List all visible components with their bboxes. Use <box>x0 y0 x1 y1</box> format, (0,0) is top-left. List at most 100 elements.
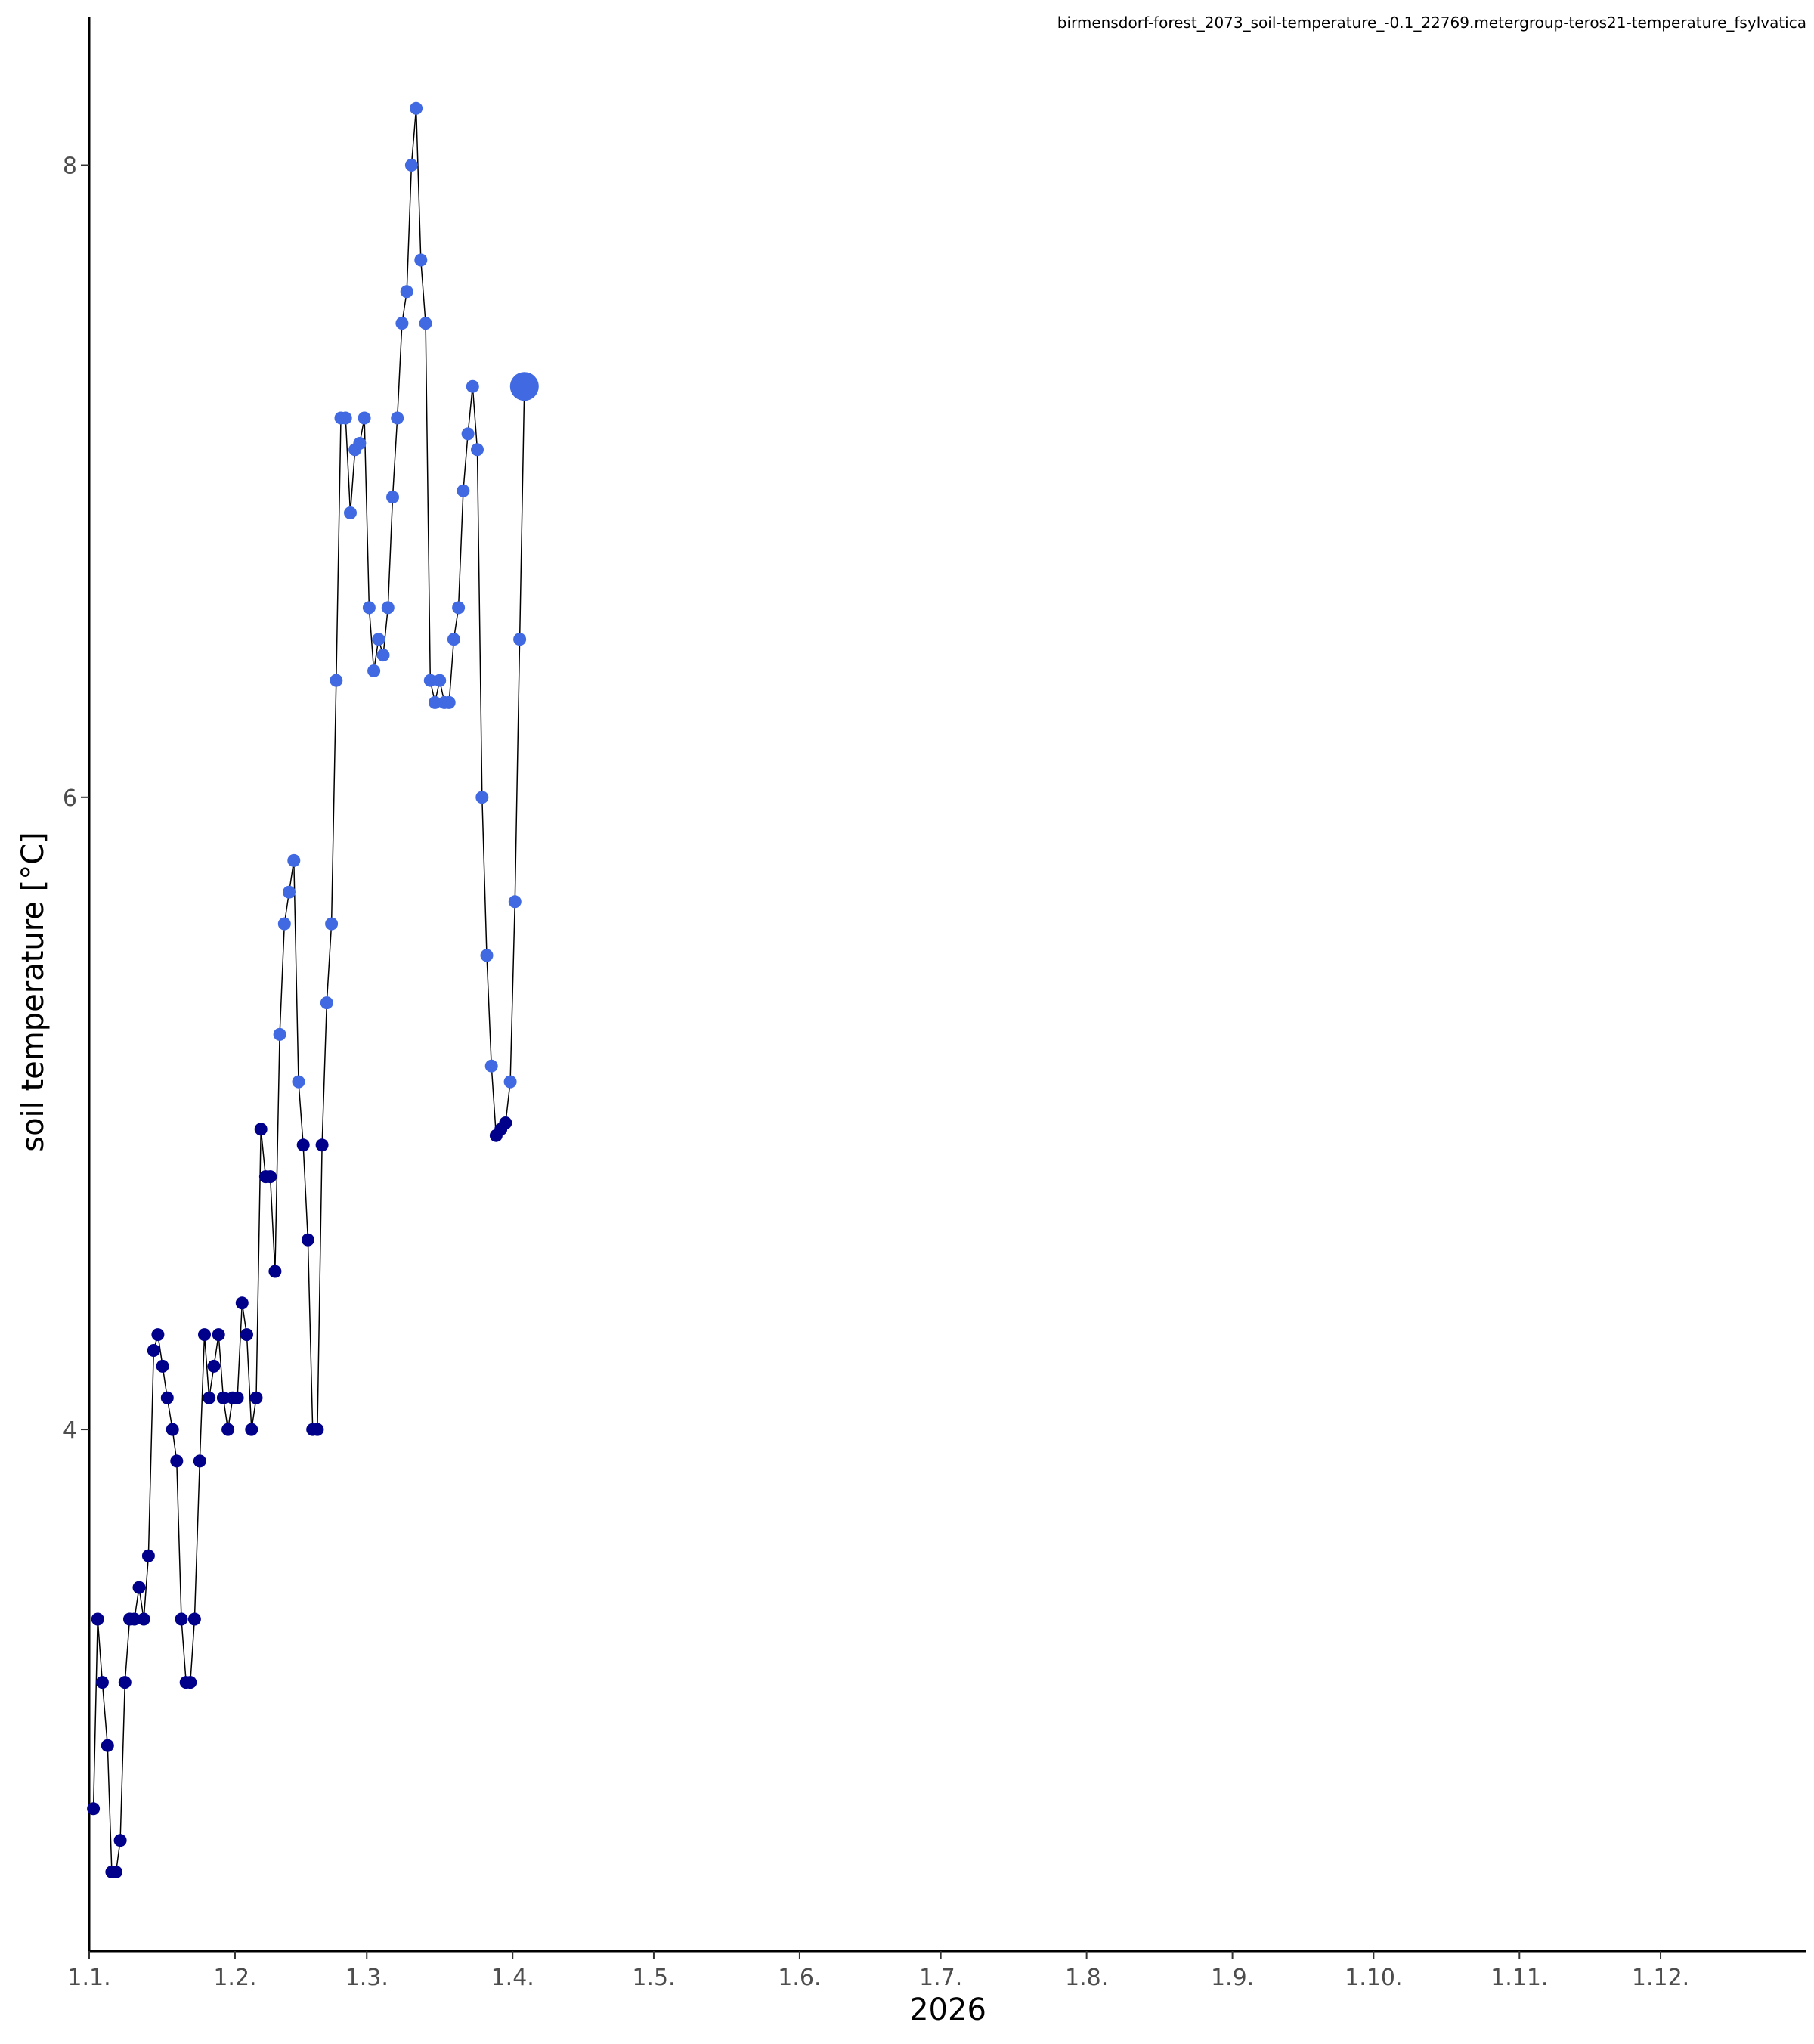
data-point <box>400 285 413 299</box>
data-point <box>273 1027 286 1041</box>
data-point <box>301 1233 314 1247</box>
data-point <box>128 1612 141 1626</box>
data-point <box>376 649 390 662</box>
data-point <box>452 601 466 615</box>
data-point <box>372 633 385 646</box>
data-point <box>141 1549 155 1562</box>
data-point <box>87 1802 101 1816</box>
x-tick-label: 1.6. <box>778 1965 821 1991</box>
data-point <box>118 1676 132 1689</box>
x-tick-label: 1.7. <box>919 1965 962 1991</box>
x-tick-label: 1.5. <box>632 1965 675 1991</box>
axes <box>88 17 1806 1953</box>
y-axis-title: soil temperature [°C] <box>16 832 51 1152</box>
data-point <box>484 1059 498 1073</box>
data-point <box>457 484 470 497</box>
x-tick-label: 1.9. <box>1211 1965 1254 1991</box>
data-point <box>160 1391 174 1404</box>
x-tick-label: 1.12. <box>1632 1965 1689 1991</box>
data-point <box>367 664 381 677</box>
y-tick-label: 4 <box>63 1417 77 1444</box>
x-tick-label: 1.11. <box>1491 1965 1548 1991</box>
data-point <box>187 1612 201 1626</box>
data-point <box>362 601 376 615</box>
x-tick-label: 1.2. <box>213 1965 256 1991</box>
data-point <box>198 1328 211 1342</box>
data-point <box>508 895 522 909</box>
y-tick-label: 8 <box>63 153 77 180</box>
data-point <box>433 674 447 687</box>
data-point <box>110 1866 122 1878</box>
data-point <box>91 1612 104 1626</box>
data-point <box>296 1138 310 1152</box>
data-point <box>461 427 475 441</box>
data-point <box>254 1123 268 1136</box>
x-tick-label: 1.8. <box>1065 1965 1108 1991</box>
data-point <box>395 317 409 330</box>
data-point <box>442 695 456 709</box>
data-point <box>330 674 343 687</box>
x-tick-label: 1.4. <box>491 1965 534 1991</box>
data-point <box>429 695 441 709</box>
data-point <box>353 437 367 450</box>
x-tick-label: 1.10. <box>1345 1965 1402 1991</box>
data-point <box>471 443 484 457</box>
y-ticks: 4 6 8 <box>63 153 89 1444</box>
data-point <box>311 1423 324 1436</box>
data-point <box>113 1834 127 1847</box>
data-point <box>423 674 437 687</box>
data-point <box>419 317 432 330</box>
data-point <box>166 1423 179 1436</box>
data-point <box>499 1116 512 1129</box>
data-point <box>137 1612 150 1626</box>
x-axis-title: 2026 <box>909 1993 986 2027</box>
data-point <box>231 1391 244 1404</box>
data-point <box>447 633 460 646</box>
data-point <box>268 1265 282 1278</box>
data-point <box>381 601 395 615</box>
x-tick-label: 1.1. <box>67 1965 110 1991</box>
chart-caption: birmensdorf-forest_2073_soil-temperature… <box>1057 14 1806 32</box>
data-point <box>358 411 371 425</box>
data-point <box>277 917 291 931</box>
data-point <box>410 101 423 115</box>
data-point <box>184 1676 197 1689</box>
data-point <box>249 1391 263 1404</box>
data-point <box>132 1581 146 1594</box>
plot-area <box>87 101 539 1878</box>
data-point <box>414 253 428 267</box>
data-point <box>315 1138 329 1152</box>
data-point <box>339 411 352 425</box>
data-point <box>95 1676 109 1689</box>
data-point <box>245 1423 258 1436</box>
latest-data-point <box>509 372 539 401</box>
data-point <box>151 1328 165 1342</box>
data-point <box>513 633 527 646</box>
data-point <box>466 379 479 393</box>
data-point <box>391 411 404 425</box>
data-point <box>503 1075 517 1089</box>
data-point <box>480 949 494 962</box>
data-point <box>404 159 418 172</box>
data-point <box>292 1075 305 1089</box>
data-point <box>207 1359 221 1373</box>
series-line <box>92 108 525 1873</box>
data-point <box>212 1328 225 1342</box>
data-point <box>175 1612 188 1626</box>
data-point <box>475 791 489 804</box>
data-point <box>240 1328 253 1342</box>
data-point <box>344 506 357 519</box>
data-point <box>101 1739 114 1752</box>
data-point <box>264 1170 277 1184</box>
data-point <box>325 917 339 931</box>
data-point <box>320 996 333 1010</box>
data-point <box>170 1454 184 1468</box>
data-point <box>283 885 296 899</box>
data-point <box>235 1296 249 1310</box>
data-point <box>287 853 301 867</box>
data-point <box>386 491 399 504</box>
data-point <box>221 1423 235 1436</box>
data-point <box>203 1391 216 1404</box>
